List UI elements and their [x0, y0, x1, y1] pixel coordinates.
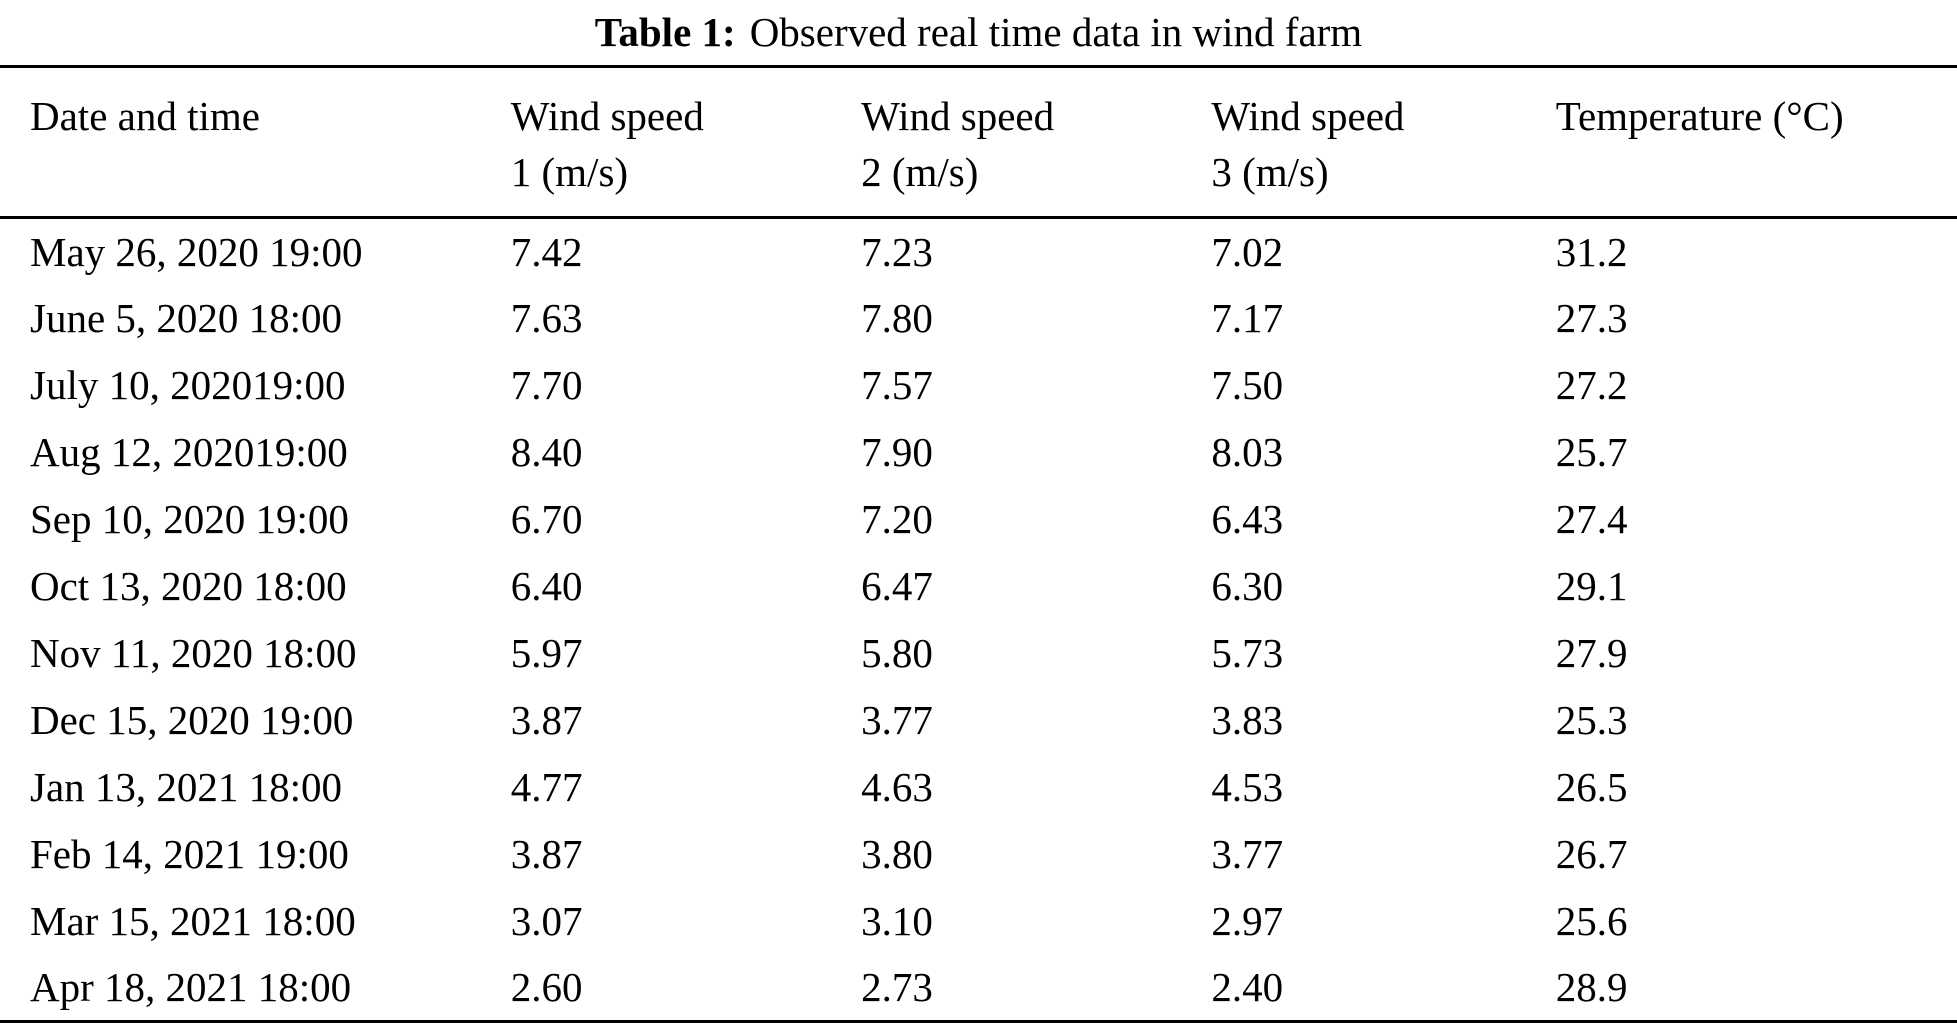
- cell-wind-speed-1: 4.77: [510, 764, 583, 810]
- cell-wind-speed-2: 7.57: [861, 362, 933, 408]
- cell-wind-speed-2: 3.77: [861, 697, 933, 743]
- cell-wind-speed-2: 5.80: [861, 630, 933, 676]
- cell-wind-speed-3: 8.03: [1211, 429, 1284, 475]
- cell-date-and-time: Feb 14, 2021 19:00: [30, 831, 349, 877]
- cell-wind-speed-2: 3.80: [861, 831, 933, 877]
- table-row: May 26, 2020 19:00 7.42 7.23 7.02 31.2: [0, 218, 1957, 285]
- table-row: Apr 18, 2021 18:00 2.60 2.73 2.40 28.9: [0, 955, 1957, 1022]
- cell-wind-speed-3: 4.53: [1211, 764, 1284, 810]
- table-caption: Table 1: Observed real time data in wind …: [0, 0, 1957, 56]
- cell-date-and-time: Apr 18, 2021 18:00: [30, 964, 352, 1011]
- cell-wind-speed-2: 3.10: [861, 898, 933, 944]
- cell-wind-speed-2: 7.23: [861, 228, 933, 275]
- cell-date-and-time: Nov 11, 2020 18:00: [30, 630, 357, 676]
- cell-wind-speed-2: 6.47: [861, 563, 933, 609]
- cell-date-and-time: Jan 13, 2021 18:00: [30, 764, 343, 810]
- cell-wind-speed-2: 7.80: [861, 295, 933, 341]
- table-body: May 26, 2020 19:00 7.42 7.23 7.02 31.2 J…: [0, 218, 1957, 1022]
- cell-wind-speed-1: 3.87: [510, 697, 583, 743]
- cell-wind-speed-3: 2.97: [1211, 898, 1284, 944]
- table-header-row: Date and time Wind speed 1 (m/s) Wind sp…: [0, 67, 1957, 218]
- column-header-wind-speed-3: Wind speed 3 (m/s): [1211, 93, 1405, 195]
- cell-wind-speed-3: 3.77: [1211, 831, 1284, 877]
- cell-temperature: 27.9: [1555, 630, 1628, 676]
- cell-wind-speed-3: 7.17: [1211, 295, 1284, 341]
- cell-temperature: 26.7: [1555, 831, 1628, 877]
- cell-wind-speed-1: 3.07: [510, 898, 583, 944]
- cell-wind-speed-3: 7.50: [1211, 362, 1284, 408]
- cell-wind-speed-1: 6.40: [510, 563, 583, 609]
- cell-wind-speed-1: 6.70: [510, 496, 583, 542]
- cell-date-and-time: Dec 15, 2020 19:00: [30, 697, 354, 743]
- table-row: Jan 13, 2021 18:00 4.77 4.63 4.53 26.5: [0, 754, 1957, 821]
- cell-wind-speed-3: 2.40: [1211, 964, 1284, 1011]
- table-row: June 5, 2020 18:00 7.63 7.80 7.17 27.3: [0, 285, 1957, 352]
- column-header-wind-speed-2: Wind speed 2 (m/s): [861, 93, 1055, 195]
- table-row: Aug 12, 202019:00 8.40 7.90 8.03 25.7: [0, 419, 1957, 486]
- cell-temperature: 28.9: [1555, 964, 1628, 1011]
- cell-wind-speed-1: 5.97: [510, 630, 583, 676]
- data-table: Date and time Wind speed 1 (m/s) Wind sp…: [0, 65, 1957, 1023]
- cell-date-and-time: Oct 13, 2020 18:00: [30, 563, 347, 609]
- cell-temperature: 29.1: [1555, 563, 1628, 609]
- cell-date-and-time: May 26, 2020 19:00: [30, 228, 363, 275]
- cell-temperature: 27.2: [1555, 362, 1628, 408]
- table-row: Oct 13, 2020 18:00 6.40 6.47 6.30 29.1: [0, 553, 1957, 620]
- table-row: July 10, 202019:00 7.70 7.57 7.50 27.2: [0, 352, 1957, 419]
- cell-wind-speed-1: 7.42: [510, 228, 583, 275]
- table-caption-text: Observed real time data in wind farm: [749, 9, 1363, 55]
- cell-wind-speed-1: 7.70: [510, 362, 583, 408]
- cell-wind-speed-2: 2.73: [861, 964, 933, 1011]
- cell-wind-speed-2: 7.20: [861, 496, 933, 542]
- column-header-temperature: Temperature (°C): [1555, 93, 1844, 139]
- table-caption-label: Table 1:: [594, 9, 736, 55]
- cell-wind-speed-1: 3.87: [510, 831, 583, 877]
- cell-temperature: 27.4: [1555, 496, 1628, 542]
- cell-wind-speed-1: 7.63: [510, 295, 583, 341]
- cell-wind-speed-2: 7.90: [861, 429, 933, 475]
- cell-temperature: 26.5: [1555, 764, 1628, 810]
- cell-date-and-time: June 5, 2020 18:00: [30, 295, 343, 341]
- cell-date-and-time: Aug 12, 202019:00: [30, 429, 348, 475]
- table-row: Dec 15, 2020 19:00 3.87 3.77 3.83 25.3: [0, 687, 1957, 754]
- table-row: Nov 11, 2020 18:00 5.97 5.80 5.73 27.9: [0, 620, 1957, 687]
- cell-wind-speed-1: 8.40: [510, 429, 583, 475]
- table-header: Date and time Wind speed 1 (m/s) Wind sp…: [0, 67, 1957, 218]
- cell-wind-speed-3: 3.83: [1211, 697, 1284, 743]
- cell-wind-speed-3: 6.30: [1211, 563, 1284, 609]
- cell-date-and-time: Mar 15, 2021 18:00: [30, 898, 356, 944]
- cell-date-and-time: Sep 10, 2020 19:00: [30, 496, 349, 542]
- column-header-wind-speed-1: Wind speed 1 (m/s): [510, 93, 704, 195]
- column-header-date-and-time: Date and time: [30, 93, 260, 139]
- cell-wind-speed-3: 5.73: [1211, 630, 1284, 676]
- cell-temperature: 25.3: [1555, 697, 1628, 743]
- table-row: Sep 10, 2020 19:00 6.70 7.20 6.43 27.4: [0, 486, 1957, 553]
- cell-wind-speed-2: 4.63: [861, 764, 933, 810]
- cell-wind-speed-3: 6.43: [1211, 496, 1284, 542]
- cell-date-and-time: July 10, 202019:00: [30, 362, 346, 408]
- cell-wind-speed-3: 7.02: [1211, 228, 1284, 275]
- table-row: Feb 14, 2021 19:00 3.87 3.80 3.77 26.7: [0, 821, 1957, 888]
- cell-temperature: 25.6: [1555, 898, 1628, 944]
- cell-temperature: 31.2: [1555, 228, 1628, 275]
- cell-temperature: 25.7: [1555, 429, 1628, 475]
- table-row: Mar 15, 2021 18:00 3.07 3.10 2.97 25.6: [0, 888, 1957, 955]
- cell-wind-speed-1: 2.60: [510, 964, 583, 1011]
- cell-temperature: 27.3: [1555, 295, 1628, 341]
